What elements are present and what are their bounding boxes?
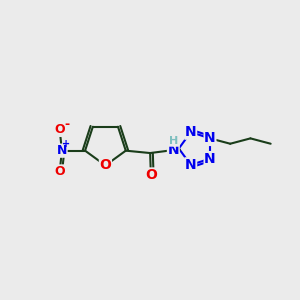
Text: N: N xyxy=(185,158,197,172)
Text: H: H xyxy=(169,136,178,146)
Text: N: N xyxy=(57,144,67,157)
Text: O: O xyxy=(55,165,65,178)
Text: O: O xyxy=(100,158,111,172)
Text: N: N xyxy=(167,143,179,157)
Text: +: + xyxy=(62,139,70,149)
Text: N: N xyxy=(185,125,197,139)
Text: O: O xyxy=(55,123,65,136)
Text: N: N xyxy=(204,131,216,146)
Text: O: O xyxy=(145,168,157,182)
Text: N: N xyxy=(204,152,216,166)
Text: -: - xyxy=(64,118,69,131)
